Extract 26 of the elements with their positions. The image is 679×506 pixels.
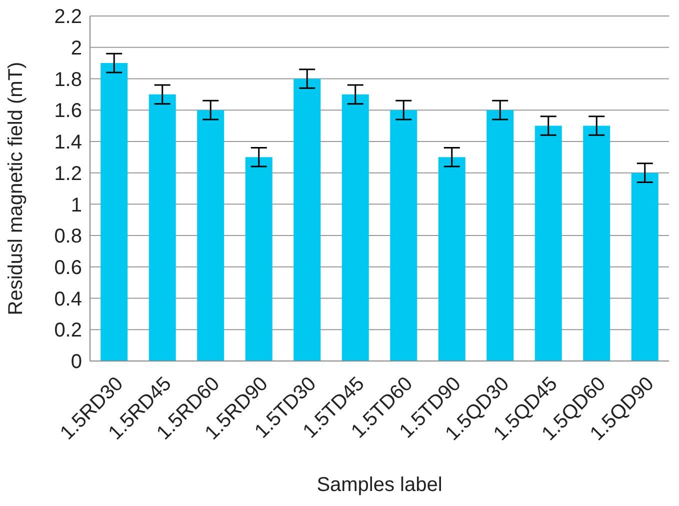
y-tick-label: 0 (70, 351, 82, 374)
bar (534, 126, 562, 361)
y-tick-label: 1.6 (54, 100, 82, 122)
y-tick-label: 0.4 (54, 288, 82, 310)
bar (438, 157, 466, 361)
bar (294, 78, 321, 361)
bar (583, 126, 610, 361)
y-tick-label: 0.8 (54, 226, 82, 248)
y-tick-label: 0.6 (54, 257, 82, 280)
y-tick-label: 2 (70, 37, 82, 60)
x-axis-title: Samples label (316, 474, 442, 496)
y-tick-label: 2.2 (54, 6, 82, 28)
bar (342, 94, 369, 361)
bar (631, 172, 658, 361)
bar (390, 110, 418, 361)
y-tick-label: 1.8 (54, 68, 82, 91)
y-axis-title: Residusl magnetic field (mT) (5, 62, 28, 316)
y-tick-label: 0.2 (54, 320, 82, 342)
bar (245, 157, 272, 361)
bar (197, 110, 224, 361)
y-tick-label: 1.2 (54, 162, 82, 185)
y-tick-label: 1.4 (54, 132, 82, 154)
bar (100, 63, 128, 361)
bar (486, 110, 514, 361)
y-tick-label: 1 (70, 194, 82, 216)
bar (148, 94, 176, 361)
